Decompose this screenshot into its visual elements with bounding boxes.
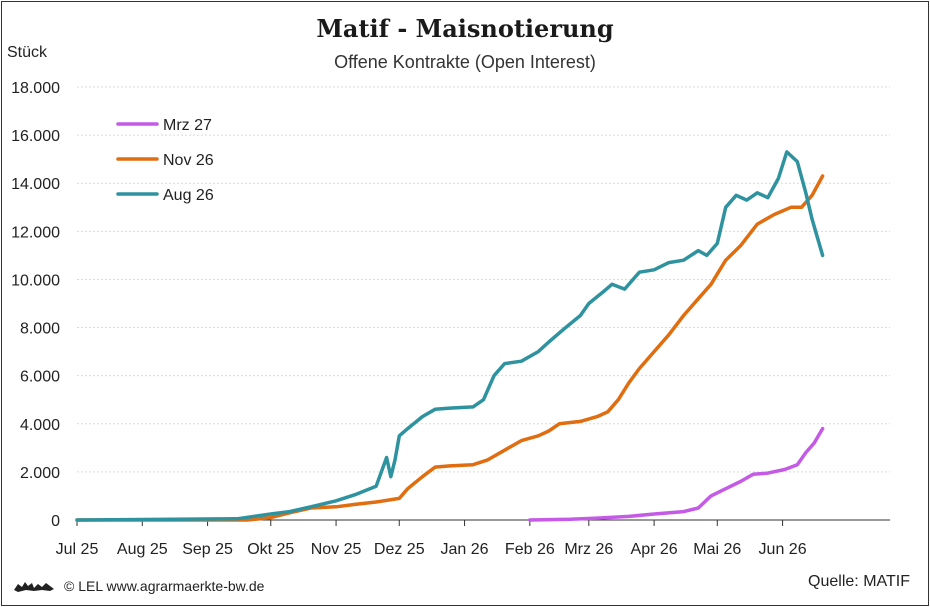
y-tick-label: 2.000 — [20, 465, 60, 482]
y-tick-label: 14.000 — [11, 176, 60, 193]
x-tick-label: Nov 25 — [311, 541, 362, 558]
y-tick-label: 8.000 — [20, 321, 60, 338]
x-tick-label: Mai 26 — [693, 541, 741, 558]
source-text: Quelle: MATIF — [808, 573, 910, 590]
footer-credit: © LEL www.agrarmaerkte-bw.de — [12, 578, 264, 594]
copyright-text: © LEL www.agrarmaerkte-bw.de — [64, 578, 265, 594]
chart-title: Matif - Maisnotierung — [316, 14, 614, 43]
y-tick-label: 10.000 — [11, 272, 60, 289]
y-tick-label: 18.000 — [11, 80, 60, 97]
series-line-nov-26 — [75, 174, 825, 522]
y-tick-label: 16.000 — [11, 128, 60, 145]
legend-label: Mrz 27 — [163, 117, 212, 134]
x-tick-label: Dez 25 — [374, 541, 425, 558]
x-tick-label: Apr 26 — [631, 541, 678, 558]
x-tick-label: Mrz 26 — [564, 541, 613, 558]
x-tick-label: Jan 26 — [441, 541, 489, 558]
x-tick-label: Sep 25 — [182, 541, 233, 558]
state-lions-logo-icon — [14, 582, 54, 592]
y-axis-unit-label: Stück — [7, 44, 48, 61]
legend-label: Nov 26 — [163, 152, 214, 169]
chart-subtitle: Offene Kontrakte (Open Interest) — [334, 52, 596, 72]
x-tick-label: Aug 25 — [117, 541, 168, 558]
y-tick-label: 6.000 — [20, 369, 60, 386]
y-tick-label: 12.000 — [11, 224, 60, 241]
x-tick-label: Feb 26 — [505, 541, 555, 558]
x-tick-label: Jun 26 — [759, 541, 807, 558]
x-tick-label: Okt 25 — [247, 541, 294, 558]
y-tick-label: 4.000 — [20, 417, 60, 434]
x-tick-label: Jul 25 — [56, 541, 99, 558]
series-line-mrz-27 — [528, 426, 825, 522]
legend-label: Aug 26 — [163, 187, 214, 204]
y-tick-label: 0 — [51, 513, 60, 530]
series-line-aug-26 — [75, 150, 825, 522]
